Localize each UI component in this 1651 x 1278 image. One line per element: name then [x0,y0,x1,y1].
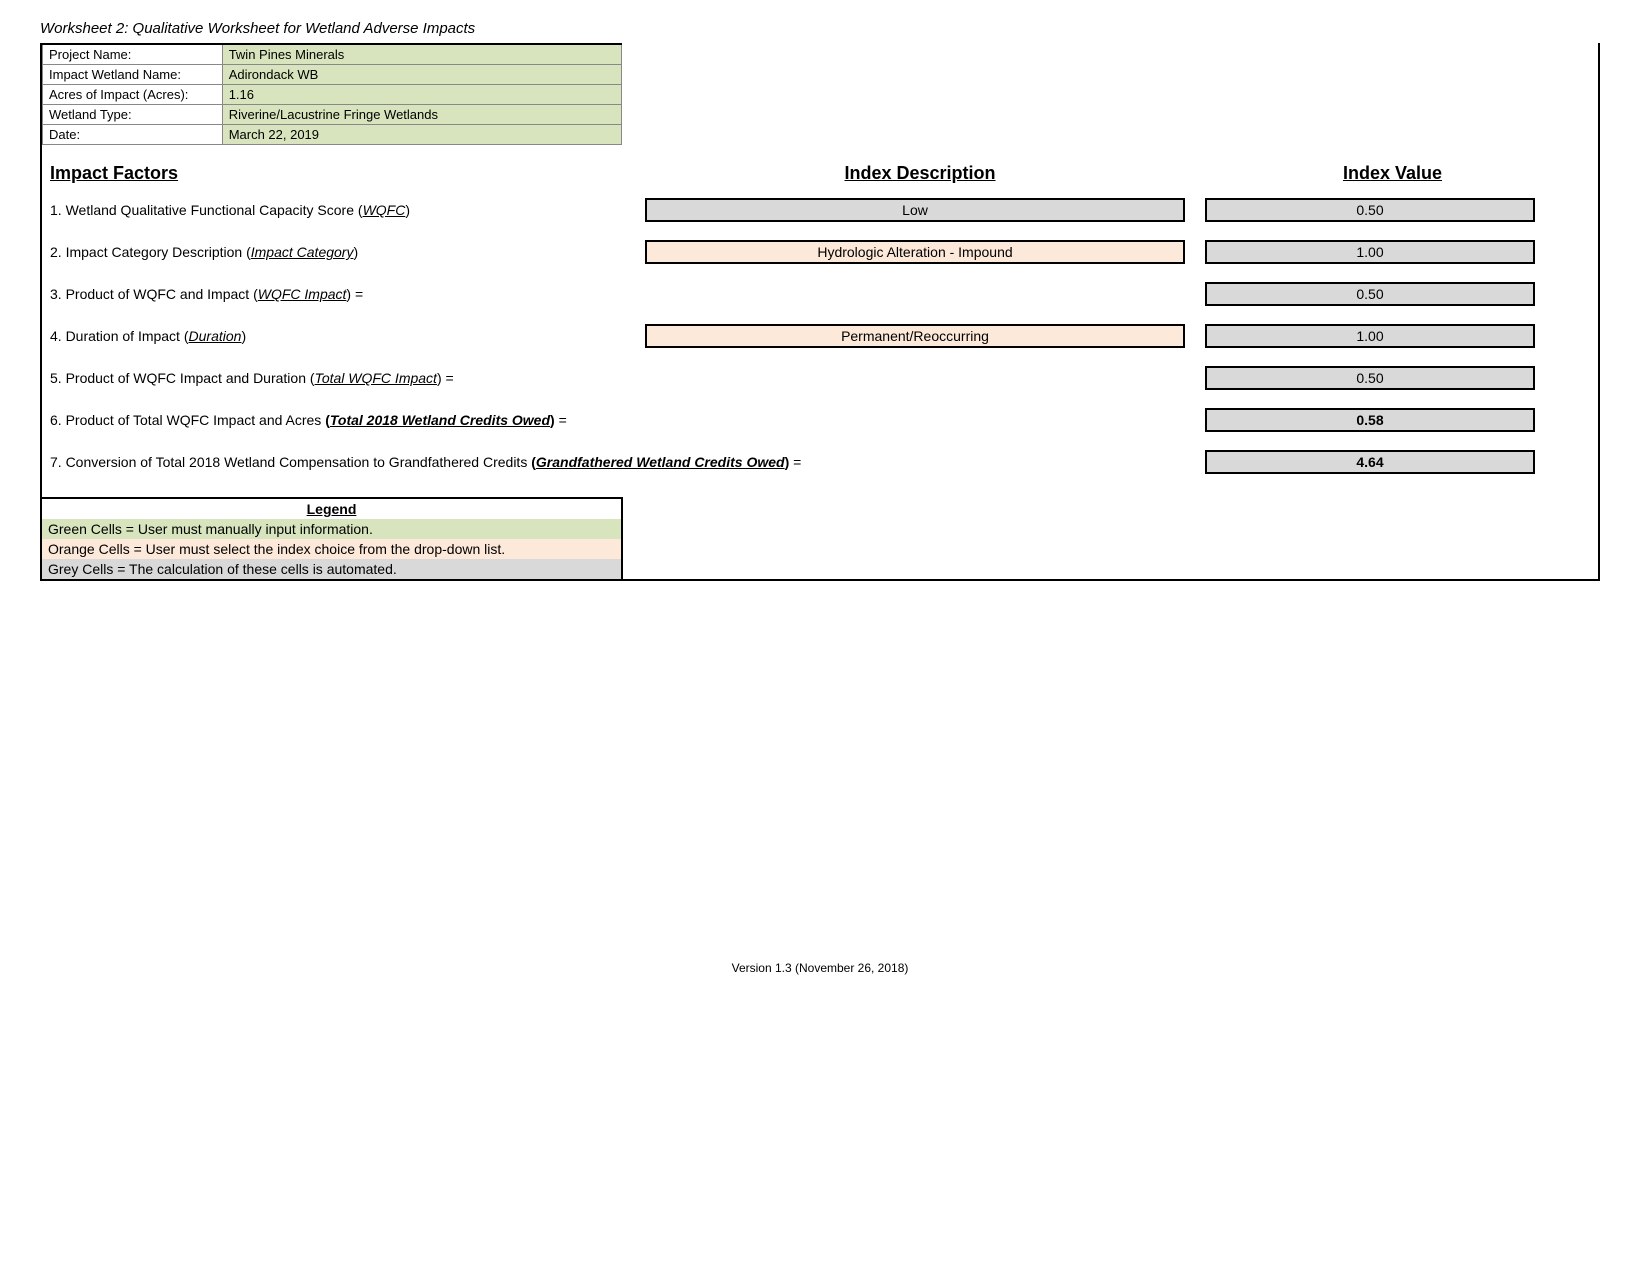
factor-1-suffix: ) [405,202,410,218]
table-row: Acres of Impact (Acres): 1.16 [43,85,622,105]
factor-6-label: 6. Product of Total WQFC Impact and Acre… [50,412,1205,428]
header-table: Project Name: Twin Pines Minerals Impact… [42,43,622,145]
factor-5-suffix: ) = [437,370,454,386]
content-area: Impact Factors Index Description Index V… [42,145,1598,497]
header-value: 1.16 [222,85,621,105]
index-value-heading: Index Value [1195,163,1590,184]
legend-title: Legend [42,499,621,519]
header-value: Adirondack WB [222,65,621,85]
legend-grey: Grey Cells = The calculation of these ce… [42,559,621,579]
factor-1-value: 0.50 [1205,198,1535,222]
factor-row-2: 2. Impact Category Description (Impact C… [50,240,1590,264]
factor-6-value: 0.58 [1205,408,1535,432]
factor-4-description: Permanent/Reoccurring [645,324,1185,348]
factor-1-prefix: 1. Wetland Qualitative Functional Capaci… [50,202,363,218]
factor-4-value: 1.00 [1205,324,1535,348]
legend-green: Green Cells = User must manually input i… [42,519,621,539]
factor-4-term: Duration [189,328,242,344]
factor-7-prefix: 7. Conversion of Total 2018 Wetland Comp… [50,454,531,470]
header-label: Impact Wetland Name: [43,65,223,85]
legend-orange: Orange Cells = User must select the inde… [42,539,621,559]
header-label: Wetland Type: [43,105,223,125]
header-label: Acres of Impact (Acres): [43,85,223,105]
header-value: March 22, 2019 [222,125,621,145]
factor-6-prefix: 6. Product of Total WQFC Impact and Acre… [50,412,325,428]
factor-2-description: Hydrologic Alteration - Impound [645,240,1185,264]
section-headers: Impact Factors Index Description Index V… [50,163,1590,184]
factor-row-6: 6. Product of Total WQFC Impact and Acre… [50,408,1590,432]
factor-5-term: Total WQFC Impact [315,370,437,386]
factor-3-suffix: ) = [346,286,363,302]
table-row: Project Name: Twin Pines Minerals [43,44,622,65]
header-label: Date: [43,125,223,145]
factor-7-value: 4.64 [1205,450,1535,474]
factor-4-prefix: 4. Duration of Impact ( [50,328,189,344]
factor-6-term: Total 2018 Wetland Credits Owed [330,412,550,428]
factor-4-suffix: ) [241,328,246,344]
factor-2-term: Impact Category [251,244,354,260]
factor-row-7: 7. Conversion of Total 2018 Wetland Comp… [50,450,1590,474]
factor-2-prefix: 2. Impact Category Description ( [50,244,251,260]
factor-5-prefix: 5. Product of WQFC Impact and Duration ( [50,370,315,386]
factor-6-suffix: = [555,412,567,428]
factor-3-label: 3. Product of WQFC and Impact (WQFC Impa… [50,286,645,302]
factor-2-value: 1.00 [1205,240,1535,264]
factor-row-4: 4. Duration of Impact (Duration) Permane… [50,324,1590,348]
legend-section: Legend Green Cells = User must manually … [42,497,623,579]
factor-2-label: 2. Impact Category Description (Impact C… [50,244,645,260]
table-row: Date: March 22, 2019 [43,125,622,145]
factor-row-3: 3. Product of WQFC and Impact (WQFC Impa… [50,282,1590,306]
factor-row-5: 5. Product of WQFC Impact and Duration (… [50,366,1590,390]
factor-4-label: 4. Duration of Impact (Duration) [50,328,645,344]
factor-1-term: WQFC [363,202,406,218]
worksheet-title: Worksheet 2: Qualitative Worksheet for W… [40,20,1600,37]
factor-3-prefix: 3. Product of WQFC and Impact ( [50,286,258,302]
outer-container: Project Name: Twin Pines Minerals Impact… [40,43,1600,581]
factor-1-label: 1. Wetland Qualitative Functional Capaci… [50,202,645,218]
footer-version: Version 1.3 (November 26, 2018) [40,961,1600,975]
factor-2-suffix: ) [353,244,358,260]
index-description-heading: Index Description [645,163,1195,184]
factor-3-value: 0.50 [1205,282,1535,306]
factor-3-term: WQFC Impact [258,286,347,302]
header-value: Riverine/Lacustrine Fringe Wetlands [222,105,621,125]
table-row: Wetland Type: Riverine/Lacustrine Fringe… [43,105,622,125]
table-row: Impact Wetland Name: Adirondack WB [43,65,622,85]
header-label: Project Name: [43,44,223,65]
factor-1-description: Low [645,198,1185,222]
factor-7-label: 7. Conversion of Total 2018 Wetland Comp… [50,454,1205,470]
factor-5-label: 5. Product of WQFC Impact and Duration (… [50,370,645,386]
factor-7-term: Grandfathered Wetland Credits Owed [536,454,785,470]
factor-row-1: 1. Wetland Qualitative Functional Capaci… [50,198,1590,222]
factor-5-value: 0.50 [1205,366,1535,390]
header-value: Twin Pines Minerals [222,44,621,65]
impact-factors-heading: Impact Factors [50,163,645,184]
factor-7-suffix: = [789,454,801,470]
